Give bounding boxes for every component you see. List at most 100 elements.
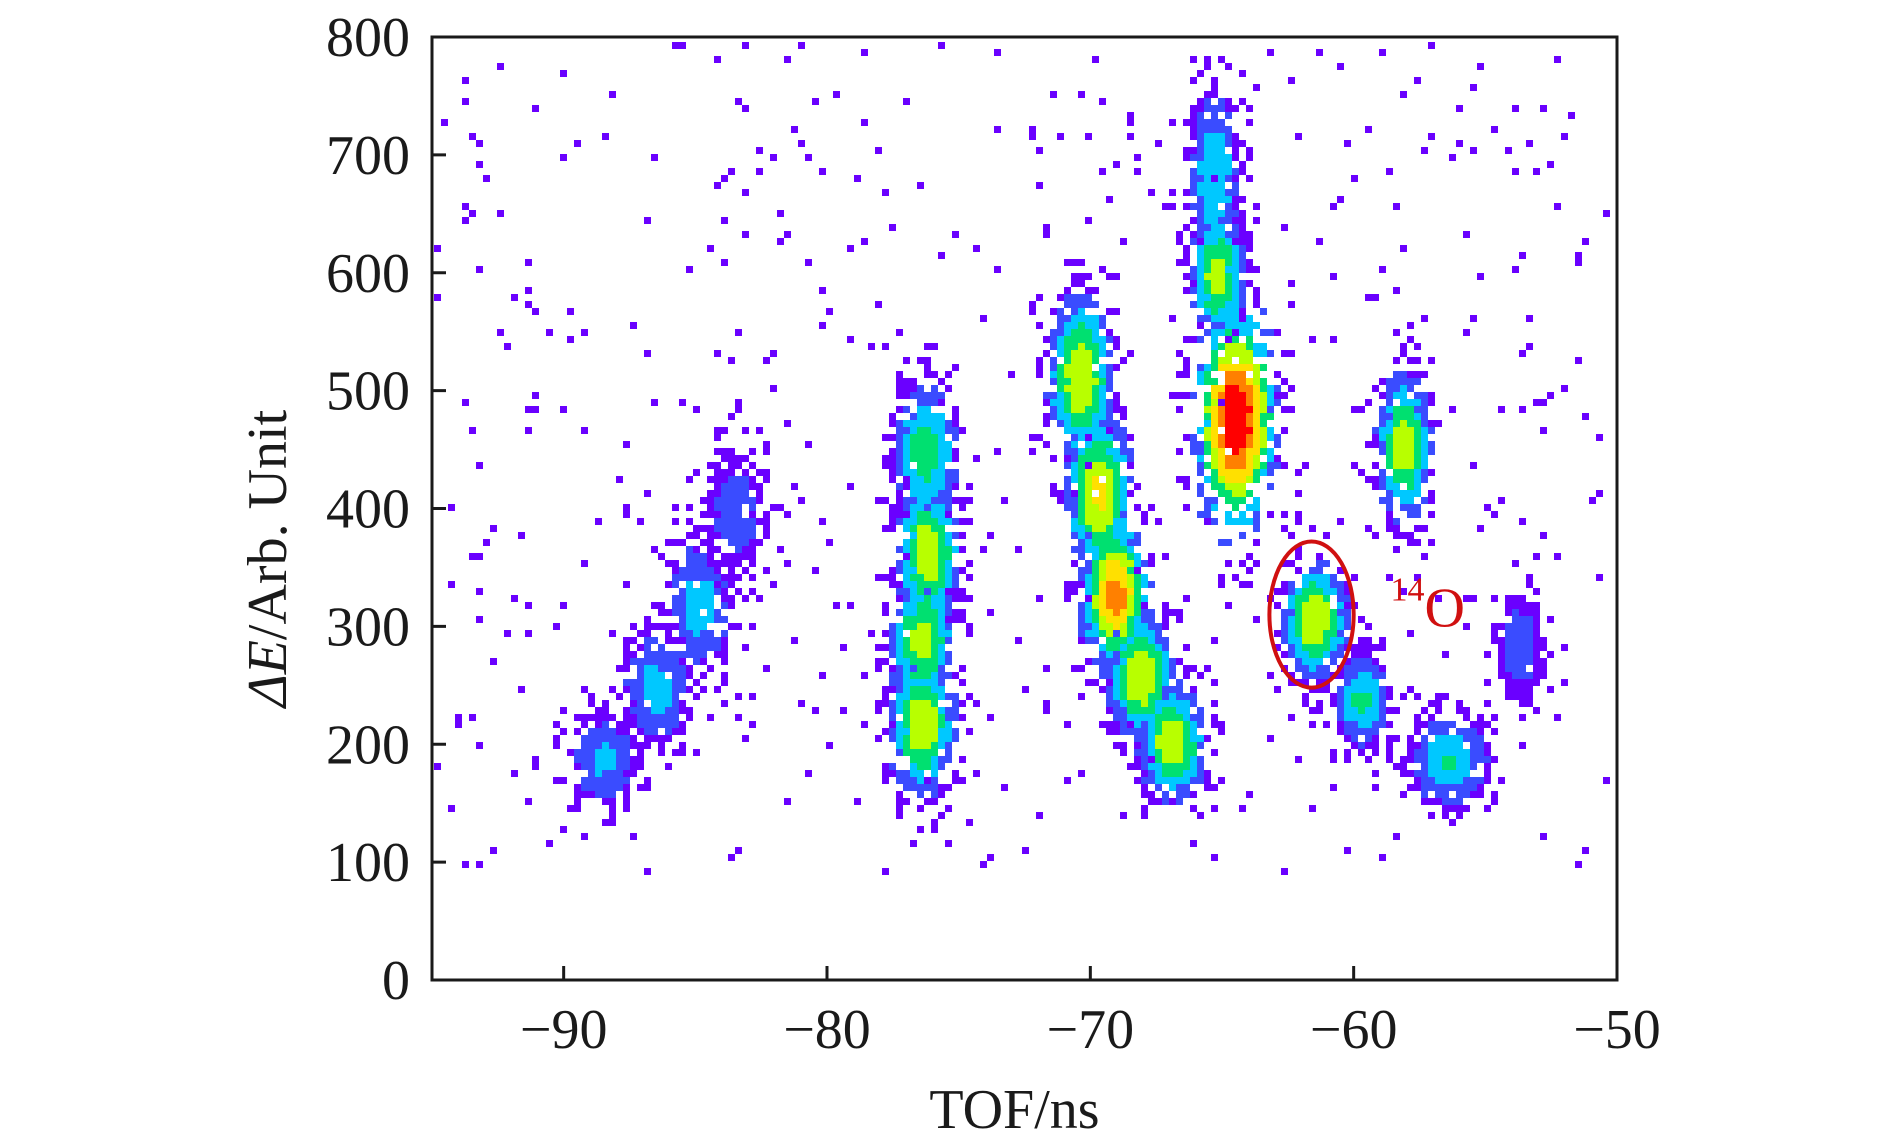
density-pixel-1185 [1085,413,1092,420]
density-pixel-1831 [1148,798,1155,805]
density-pixel-2578 [1351,700,1358,707]
density-pixel-346 [686,504,693,511]
density-pixel-1142 [1057,350,1064,357]
density-pixel-2913 [1414,749,1421,756]
density-pixel-2738 [1379,392,1386,399]
density-pixel-74 [553,777,560,784]
density-pixel-3336 [1533,399,1540,406]
density-pixel-164 [672,693,679,700]
density-pixel-587 [910,483,917,490]
density-pixel-1070 [1106,385,1113,392]
density-pixel-983 [910,742,917,749]
density-pixel-300 [721,616,728,623]
density-pixel-1561 [1099,588,1106,595]
density-pixel-949 [931,770,938,777]
density-pixel-1492 [1134,609,1141,616]
density-pixel-1400 [1064,483,1071,490]
density-pixel-890 [868,630,875,637]
density-pixel-235 [616,693,623,700]
density-pixel-2544 [1393,735,1400,742]
density-pixel-2192 [1211,476,1218,483]
density-pixel-1111 [1092,455,1099,462]
density-pixel-2364 [1197,448,1204,455]
density-pixel-1108 [1078,301,1085,308]
density-pixel-808 [966,630,973,637]
density-pixel-1710 [1155,770,1162,777]
density-pixel-1869 [1218,259,1225,266]
density-pixel-1873 [1204,147,1211,154]
density-pixel-2735 [1414,455,1421,462]
density-pixel-2826 [1435,742,1442,749]
density-pixel-1126 [1085,406,1092,413]
density-pixel-370 [721,581,728,588]
density-pixel-1954 [1232,196,1239,203]
density-pixel-990 [896,721,903,728]
density-pixel-900 [931,700,938,707]
density-pixel-2860 [1442,721,1449,728]
density-pixel-1624 [1134,700,1141,707]
density-pixel-3005 [1526,637,1533,644]
density-pixel-1324 [1106,567,1113,574]
density-pixel-2374 [1232,322,1239,329]
density-pixel-2167 [1232,350,1239,357]
density-pixel-275 [707,553,714,560]
density-pixel-2928 [1442,735,1449,742]
density-pixel-1522 [1134,595,1141,602]
density-pixel-3436 [973,455,980,462]
density-pixel-1450 [1113,602,1120,609]
density-pixel-1539 [1106,672,1113,679]
density-pixel-457 [742,469,749,476]
density-pixel-3383 [938,399,945,406]
density-pixel-307 [686,574,693,581]
density-pixel-1302 [1092,511,1099,518]
density-pixel-1559 [1064,595,1071,602]
density-pixel-1330 [1113,490,1120,497]
density-pixel-3027 [1526,602,1533,609]
density-pixel-2118 [1281,406,1288,413]
density-pixel-1985 [1232,210,1239,217]
density-pixel-2314 [1253,392,1260,399]
density-pixel-2142 [1218,455,1225,462]
density-pixel-80 [637,756,644,763]
density-pixel-2483 [1330,658,1337,665]
density-pixel-2884 [1421,791,1428,798]
density-pixel-2498 [1316,574,1323,581]
density-pixel-3089 [455,721,462,728]
density-pixel-770 [952,567,959,574]
density-pixel-3174 [595,518,602,525]
density-pixel-95 [588,756,595,763]
density-pixel-1627 [1176,728,1183,735]
density-pixel-3193 [1085,434,1092,441]
density-pixel-4 [602,721,609,728]
density-pixel-2239 [1225,413,1232,420]
density-pixel-3045 [1491,595,1498,602]
density-pixel-3324 [476,553,483,560]
density-pixel-3094 [987,609,994,616]
density-pixel-535 [924,504,931,511]
density-pixel-3273 [1414,714,1421,721]
density-pixel-1158 [1064,378,1071,385]
density-pixel-368 [672,560,679,567]
density-pixel-2824 [1435,756,1442,763]
density-pixel-742 [938,588,945,595]
density-pixel-2083 [1183,224,1190,231]
density-pixel-1654 [1148,700,1155,707]
density-pixel-782 [952,518,959,525]
density-pixel-2171 [1239,378,1246,385]
density-pixel-1005 [889,707,896,714]
density-pixel-1963 [1190,168,1197,175]
density-pixel-84 [644,784,651,791]
density-pixel-3400 [1337,196,1344,203]
density-pixel-183 [686,686,693,693]
density-pixel-2298 [1267,434,1274,441]
density-pixel-1856 [1211,154,1218,161]
density-pixel-2295 [1197,455,1204,462]
density-pixel-2065 [1225,273,1232,280]
density-pixel-706 [917,588,924,595]
density-pixel-2636 [1372,749,1379,756]
density-pixel-1942 [1197,189,1204,196]
density-pixel-150 [693,693,700,700]
density-pixel-2377 [1253,448,1260,455]
density-pixel-2370 [1260,413,1267,420]
density-pixel-1912 [1197,112,1204,119]
